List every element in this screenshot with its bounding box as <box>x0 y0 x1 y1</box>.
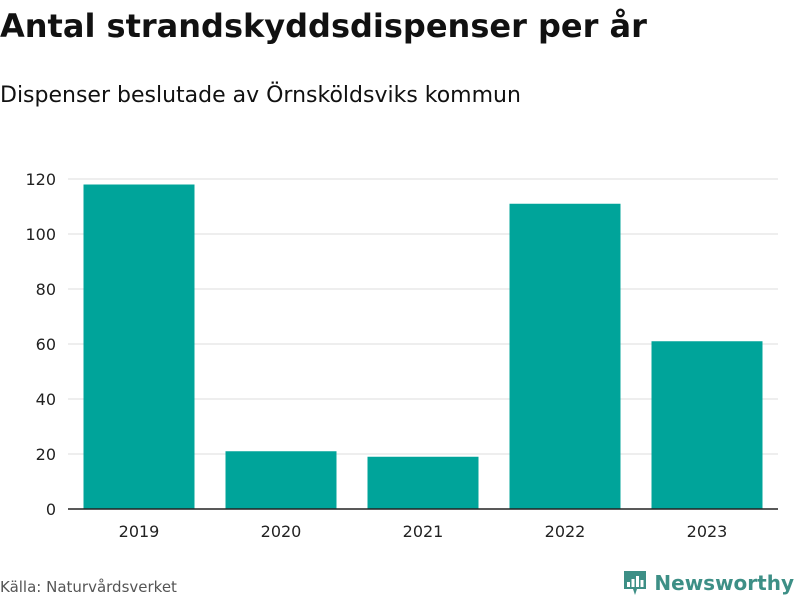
source-note: Källa: Naturvårdsverket <box>0 578 177 596</box>
x-tick-label: 2023 <box>687 522 728 541</box>
y-tick-label: 80 <box>36 280 56 299</box>
bar-2021 <box>367 456 479 509</box>
y-tick-label: 20 <box>36 445 56 464</box>
y-tick-label: 120 <box>25 170 56 189</box>
y-tick-label: 40 <box>36 390 56 409</box>
bar-2020 <box>225 451 337 509</box>
brand-logo: Newsworthy <box>622 569 794 597</box>
y-tick-label: 100 <box>25 225 56 244</box>
y-tick-label: 60 <box>36 335 56 354</box>
bar-chart-icon <box>624 571 647 595</box>
bar-2019 <box>83 184 195 509</box>
chart-subtitle: Dispenser beslutade av Örnsköldsviks kom… <box>0 83 521 108</box>
y-tick-label: 0 <box>46 500 56 519</box>
brand-name: Newsworthy <box>654 571 794 595</box>
chart-title: Antal strandskyddsdispenser per år <box>0 7 647 45</box>
x-tick-label: 2022 <box>545 522 586 541</box>
bar-2022 <box>509 203 621 509</box>
bar-2023 <box>651 341 763 509</box>
x-tick-label: 2021 <box>403 522 444 541</box>
x-tick-label: 2019 <box>119 522 160 541</box>
x-tick-label: 2020 <box>261 522 302 541</box>
